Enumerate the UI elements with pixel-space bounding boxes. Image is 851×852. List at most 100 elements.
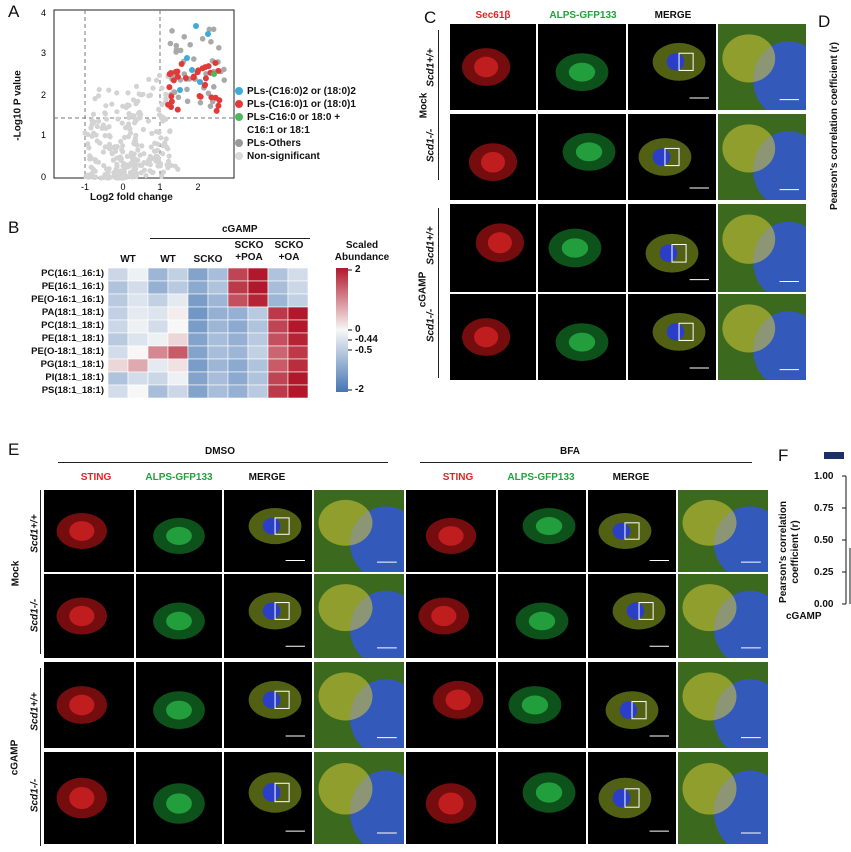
zoom-image [678,662,768,748]
heatmap-cell [287,319,309,334]
zoom-box [631,701,647,720]
heatmap-cell [207,332,229,347]
volcano-point [120,103,126,109]
scale-tick: -2 [355,384,364,395]
heatmap-cell [147,384,169,399]
colocalization [722,124,776,173]
volcano-point [141,151,147,157]
volcano-point [152,140,158,146]
alps-gfp-image [136,490,222,572]
heatmap-cell [108,384,129,399]
volcano-point [168,93,175,100]
panel-f-ylabel: Pearson's correlation coefficient (r) [778,501,801,603]
f-ytick: 0.50 [814,535,834,546]
volcano-point [184,86,190,93]
group-cgamp: cGAMP [9,739,21,776]
volcano-point [163,136,169,142]
volcano-point [111,170,117,176]
col-alps-gfp: ALPS-GFP133 [549,10,617,21]
scale-tick: 2 [355,264,361,275]
heatmap-cell [267,371,289,386]
heatmap-cell [287,371,309,386]
heatmap-cell [207,358,229,373]
cell-signal [487,232,512,254]
panel-label-c: C [424,8,437,27]
volcano-point [103,103,109,109]
panel-label-e: E [8,440,20,459]
volcano-point [124,153,130,159]
zoom-image [314,574,404,658]
volcano-point [118,155,124,161]
colocalization [722,214,776,264]
nucleus [659,244,678,263]
heatmap-cell [207,319,229,334]
volcano-point [165,158,172,164]
condition-dmso: DMSO [205,446,235,457]
volcano-xlabel: Log2 fold change [90,192,173,203]
merge-image [588,574,676,658]
volcano-point [181,33,188,40]
volcano-point [126,115,132,121]
merge-image [588,662,676,748]
volcano-point [210,26,217,33]
heatmap-cell [187,293,209,308]
volcano-point [197,93,204,100]
col-alps-gfp: ALPS-GFP133 [145,472,213,483]
volcano-point [156,72,163,79]
volcano-point [154,153,160,159]
nucleus [652,148,671,166]
volcano-point [193,23,199,29]
alps-gfp-image [538,294,626,380]
heatmap-cell [187,332,209,347]
legend-swatch [824,452,844,459]
heatmap-cell [147,319,169,334]
zoom-image [718,114,806,200]
colocalization [682,584,737,632]
volcano-point [106,145,113,152]
heatmap-cell [287,332,309,347]
volcano-point [130,97,137,103]
merge-image [224,574,312,658]
colocalization [318,499,373,546]
panel-f-axis [842,475,851,605]
heatmap-cell [207,306,229,321]
heatmap-group-label: cGAMP [222,224,258,235]
nucleus [262,602,281,620]
volcano-point [102,133,108,139]
alps-gfp-image [498,662,586,748]
heatmap-row-label: PC(16:1_16:1) [41,268,104,279]
volcano-point [177,47,184,54]
heatmap-col: SCKO +OA [274,240,304,263]
sting-image [406,752,496,844]
merge-image [628,294,716,380]
volcano-point [212,60,219,67]
col-merge: MERGE [248,472,286,483]
volcano-point [105,169,111,175]
colocalization [722,34,776,83]
volcano-point [115,116,121,122]
heatmap-cell [227,280,249,295]
volcano-point [100,149,106,155]
volcano-point [205,90,212,97]
heatmap-cell [167,306,189,321]
bracket [40,490,41,654]
cell-signal [69,786,95,810]
heatmap-col: WT [120,254,136,265]
heatmap-cell [108,293,129,308]
volcano-point [159,85,165,91]
heatmap-cell [287,293,309,308]
heatmap-cell [147,332,169,347]
volcano-point [123,125,129,131]
heatmap-cell [247,280,269,295]
color-scale [336,268,352,392]
heatmap-row-label: PE(18:1_18:1) [41,333,104,344]
alps-gfp-image [498,752,586,844]
volcano-point [90,111,97,117]
volcano-point [112,174,118,180]
volcano-point [202,81,209,88]
nucleus [262,691,281,709]
volcano-point [105,175,111,181]
col-sting: STING [80,472,112,483]
heatmap-cell [207,371,229,386]
ytick: 1 [41,130,46,140]
